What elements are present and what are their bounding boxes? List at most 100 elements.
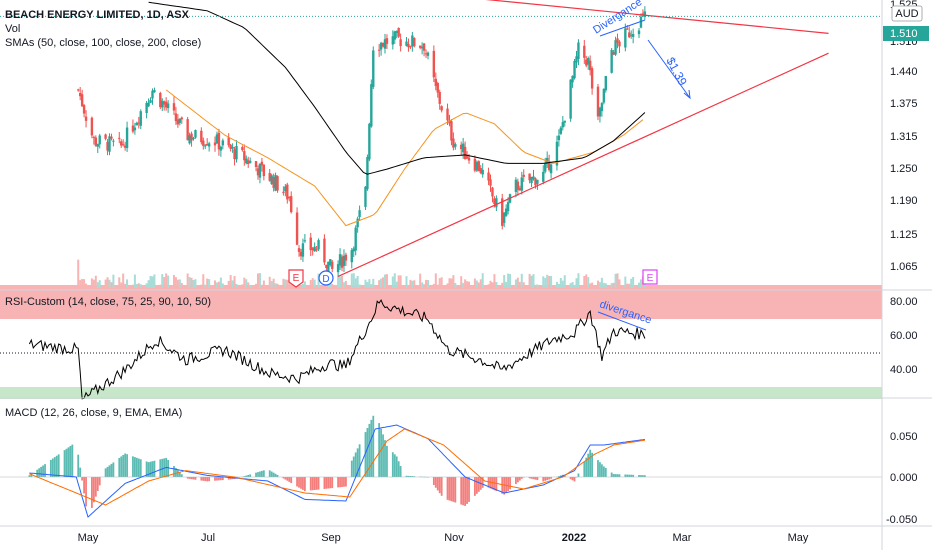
volume-bar <box>612 282 615 288</box>
earnings-marker[interactable]: E <box>288 269 304 288</box>
volume-bar <box>77 259 80 288</box>
rsi-tick: 80.00 <box>890 296 918 308</box>
volume-bar <box>626 283 629 288</box>
macd-histogram-bar <box>83 477 85 494</box>
volume-bar <box>176 279 179 288</box>
macd-pane <box>0 415 882 518</box>
macd-histogram-bar <box>96 477 99 491</box>
rsi-oversold-band <box>0 387 882 399</box>
candlesticks[interactable] <box>77 6 647 277</box>
volume-bar <box>602 282 605 288</box>
macd-histogram-bar <box>262 470 265 477</box>
volume-bar <box>79 280 82 288</box>
volume-bar <box>518 281 521 288</box>
macd-legend[interactable]: MACD (12, 26, close, 9, EMA, EMA) <box>5 407 182 419</box>
candle-body <box>274 174 277 191</box>
macd-histogram-bar <box>249 474 252 477</box>
volume-bar <box>638 282 641 288</box>
volume-bar <box>395 281 398 288</box>
volume-bar <box>462 282 465 288</box>
candle-body <box>598 107 602 117</box>
price-axis[interactable]: 1.525 AUD 1.510 1.510 1.440 1.375 1.315 … <box>883 0 929 273</box>
volume-bar <box>600 277 603 288</box>
macd-histogram-bar <box>92 477 95 503</box>
volume-bar <box>276 283 279 288</box>
volume-bar <box>577 273 580 288</box>
macd-histogram-bar <box>139 459 142 477</box>
candle-body <box>610 49 613 73</box>
candle-body <box>248 160 252 163</box>
macd-histogram-bar <box>432 477 435 486</box>
macd-histogram-bar <box>38 468 41 477</box>
dividend-marker-label: D <box>322 274 329 285</box>
macd-histogram-bar <box>137 458 140 477</box>
macd-histogram-bar <box>81 477 84 481</box>
candle-body <box>180 117 183 120</box>
candle-body <box>120 141 123 146</box>
macd-histogram-bar <box>413 476 416 477</box>
volume-bar <box>208 279 211 288</box>
candle-body <box>92 136 96 138</box>
volume-bar <box>639 279 642 288</box>
future-earnings-marker[interactable]: E <box>642 269 658 285</box>
macd-axis[interactable]: 0.050 0.000 -0.050 <box>886 431 918 526</box>
volume-bar <box>481 273 484 288</box>
price-tick: 1.250 <box>890 163 918 175</box>
volume-bar <box>235 283 238 288</box>
volume-bar <box>112 274 115 288</box>
candle-body <box>547 161 551 170</box>
volume-bar <box>215 282 218 288</box>
volume-bar <box>585 274 588 288</box>
candle-body <box>370 84 373 127</box>
macd-histogram-bar <box>296 477 298 487</box>
macd-histogram-bar <box>40 466 43 477</box>
candle-body <box>532 176 535 179</box>
symbol-title[interactable]: BEACH ENERGY LIMITED, 1D, ASX <box>5 9 190 21</box>
dividend-marker[interactable]: D <box>318 270 334 286</box>
candle-body <box>446 108 449 121</box>
time-axis[interactable]: May Jul Sep Nov 2022 Mar May <box>78 532 809 544</box>
volume-bar <box>382 277 385 288</box>
volume-legend[interactable]: Vol <box>5 23 20 35</box>
macd-histogram-bar <box>501 477 504 494</box>
candle-body <box>78 92 82 97</box>
candle-body <box>190 133 193 141</box>
price-tick: 1.315 <box>890 131 918 143</box>
macd-histogram-bar <box>473 477 476 496</box>
time-label: Sep <box>321 532 341 544</box>
volume-bar <box>573 284 576 288</box>
volume-bar <box>632 277 635 288</box>
sma-100-line <box>148 1 646 175</box>
macd-histogram-bar <box>460 477 463 505</box>
candle-body <box>342 255 346 266</box>
volume-bar <box>425 279 428 288</box>
macd-histogram-bar <box>167 459 170 477</box>
macd-histogram-bar <box>145 461 148 477</box>
volume-bar <box>163 277 166 288</box>
volume-bar <box>159 284 162 288</box>
volume-bar <box>436 284 439 288</box>
currency-badge[interactable] <box>891 5 923 22</box>
volume-bar <box>385 274 388 288</box>
candle-body <box>80 94 84 107</box>
trendlines[interactable] <box>0 0 882 278</box>
volume-bar <box>255 283 258 288</box>
macd-histogram-bar <box>194 477 197 480</box>
volume-bar <box>528 273 531 288</box>
volume-bar <box>270 281 273 288</box>
price-tick: 1.440 <box>890 66 918 78</box>
macd-histogram-bar <box>448 477 451 501</box>
candle-body <box>213 142 217 146</box>
rsi-axis[interactable]: 80.00 60.00 40.00 <box>890 296 918 376</box>
sma-legend[interactable]: SMAs (50, close, 100, close, 200, close) <box>5 37 201 49</box>
macd-histogram-bar <box>186 477 189 479</box>
macd-histogram-bar <box>563 475 566 477</box>
volume-bar <box>460 276 463 288</box>
rsi-legend[interactable]: RSI-Custom (14, close, 75, 25, 90, 10, 5… <box>5 296 211 308</box>
price-tick: 1.065 <box>890 261 918 273</box>
candle-body <box>163 101 166 105</box>
macd-histogram-bar <box>602 466 605 477</box>
macd-histogram-bar <box>356 448 359 477</box>
